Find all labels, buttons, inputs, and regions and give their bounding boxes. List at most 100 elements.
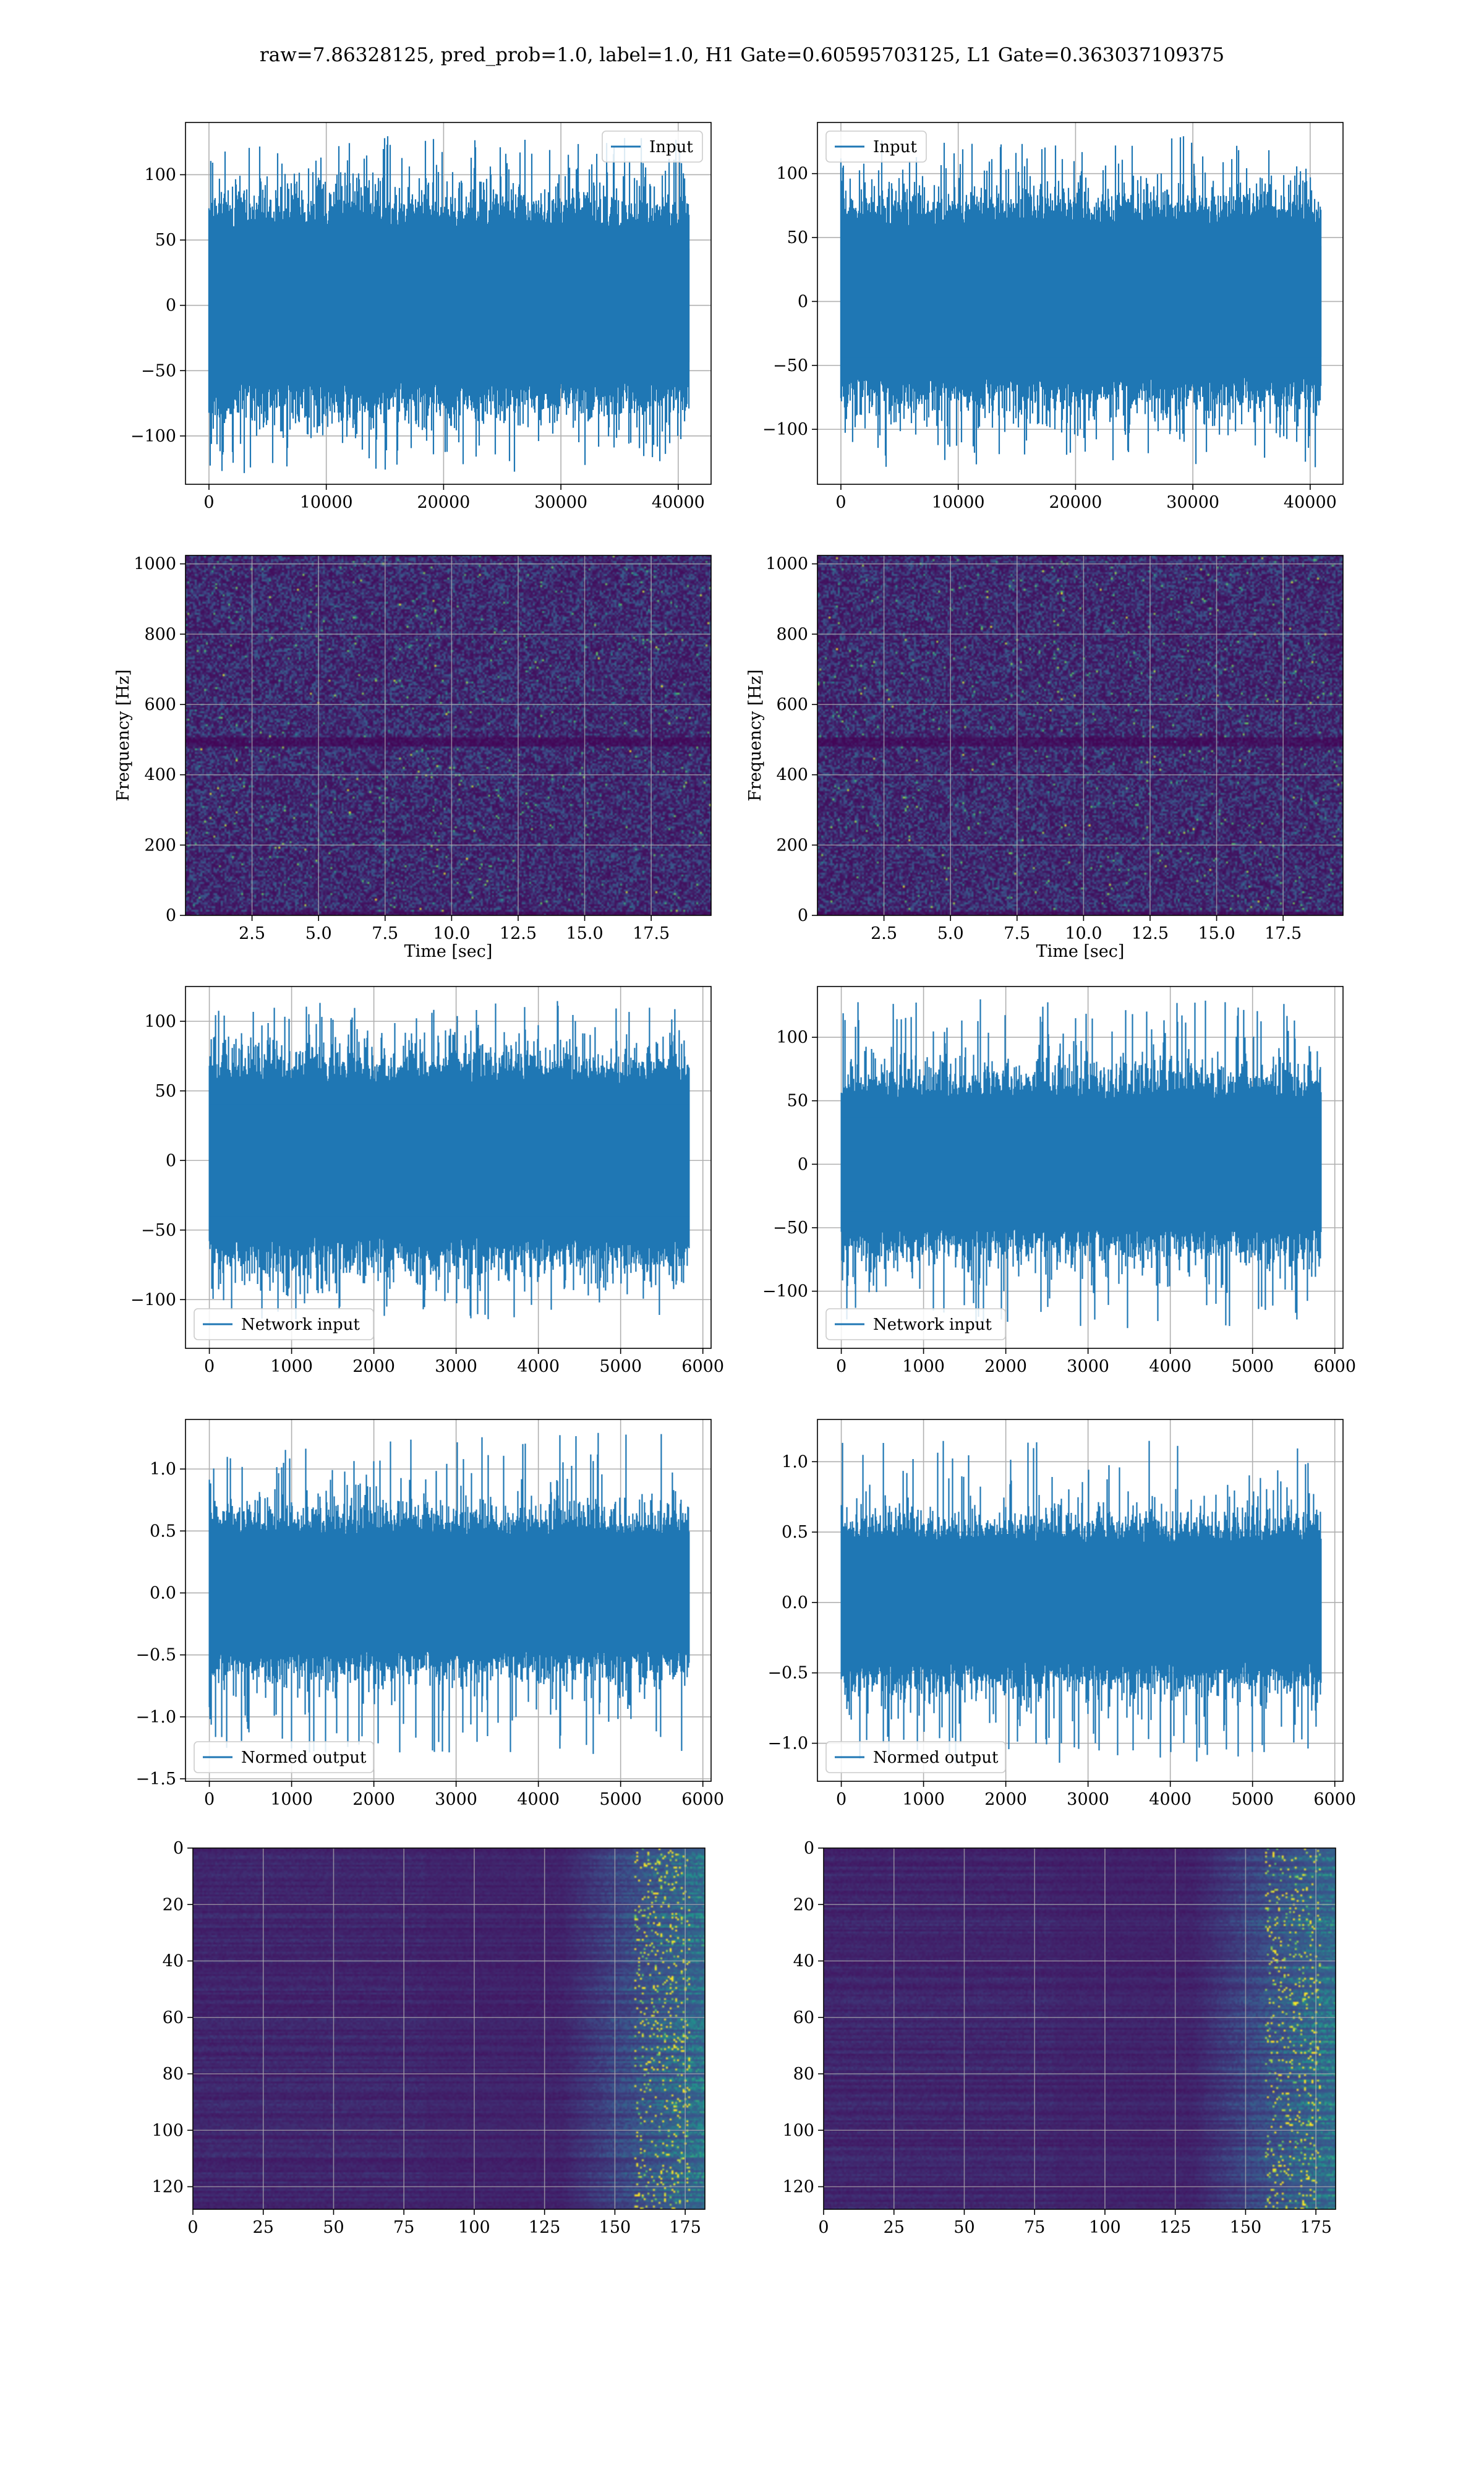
legend-box [825,131,927,163]
legend-label: Normed output [873,1748,999,1767]
x-tick-label: 4000 [1149,1357,1192,1376]
x-tick-label: 50 [953,2218,974,2237]
x-tick-label: 100 [458,2218,490,2237]
y-tick-label: 800 [144,625,176,644]
axes-frame [185,986,712,1349]
x-tick-label: 4000 [517,1790,560,1809]
x-tick-label: 3000 [435,1357,477,1376]
panel-network-input-l1: 0 1000 2000 3000 4000 5000 6000 −100 −50 0 50 100 Ne… [762,986,1356,1376]
y-tick-label: 0.5 [150,1522,176,1541]
x-tick-label: 150 [1230,2218,1262,2237]
x-tick-label: 0 [836,1790,846,1809]
series-body [209,1104,690,1217]
axes-frame [823,1847,1336,2210]
x-tick-label: 5.0 [937,924,964,943]
x-tick-label: 25 [253,2218,274,2237]
x-tick-label: 5.0 [305,924,332,943]
x-tick-label: 0 [836,1357,846,1376]
y-tick-label: −100 [762,1282,808,1301]
axes-frame [185,122,712,485]
panel-network-input-h1: 0 1000 2000 3000 4000 5000 6000 −100 −50 0 50 100 Ne… [130,986,724,1376]
x-tick-label: 0 [203,493,214,512]
x-tick-label: 175 [669,2218,701,2237]
x-tick-label: 20000 [1049,493,1102,512]
y-tick-label: 100 [776,165,808,184]
x-tick-label: 2000 [352,1790,395,1809]
x-tick-label: 1000 [902,1357,945,1376]
y-tick-label: −100 [130,427,176,446]
y-tick-label: 50 [787,228,808,247]
x-tick-label: 5000 [599,1357,642,1376]
x-tick-label: 10.0 [433,924,470,943]
legend-label: Normed output [241,1748,367,1767]
x-axis-label: Time [sec] [404,942,493,961]
x-tick-label: 3000 [1067,1357,1109,1376]
x-tick-label: 1000 [270,1357,313,1376]
y-tick-label: −0.5 [135,1646,176,1665]
x-tick-label: 6000 [681,1790,724,1809]
y-tick-label: 600 [144,695,176,714]
axes-frame [192,1847,706,2210]
x-tick-label: 0 [204,1357,215,1376]
y-tick-label: 0.5 [782,1523,808,1542]
x-tick-label: 4000 [1149,1790,1192,1809]
y-tick-label: 20 [163,1895,184,1914]
panel-activation-map-l1: 0 25 50 75 100 125 150 175 0 20 40 60 80 100 120 [782,1839,1336,2237]
legend: Input [602,131,703,163]
series-body [841,1117,1322,1212]
x-tick-label: 2.5 [871,924,897,943]
y-tick-label: 400 [776,766,808,785]
y-tick-label: −50 [773,356,808,375]
x-tick-label: 5000 [1231,1790,1274,1809]
y-tick-label: −50 [141,1221,176,1240]
figure-title: raw=7.86328125, pred_prob=1.0, label=1.0… [260,44,1224,66]
legend: Network input [194,1308,374,1340]
x-axis-label: Time [sec] [1036,942,1125,961]
x-tick-label: 30000 [1166,493,1219,512]
legend-box [825,1308,1006,1340]
axes-frame [817,986,1344,1349]
x-tick-label: 10000 [300,493,353,512]
y-tick-label: −1.5 [135,1770,176,1789]
x-tick-label: 125 [1159,2218,1192,2237]
y-tick-label: 0 [166,1151,176,1170]
x-tick-label: 5000 [1231,1357,1274,1376]
panel-activation-map-h1: 0 25 50 75 100 125 150 175 0 20 40 60 80 100 120 [151,1839,706,2237]
axes-frame [817,555,1344,916]
x-tick-label: 2000 [984,1357,1027,1376]
panel-input-h1: 0 10000 20000 30000 40000 −100 −50 0 50 100 Input [130,122,712,512]
y-tick-label: 20 [793,1895,814,1914]
x-tick-label: 50 [323,2218,344,2237]
legend-box [825,1741,1006,1773]
panel-spectrogram-l1: 2.5 5.0 7.5 10.0 12.5 15.0 17.5 0 200 400 600 800 10… [746,555,1344,961]
series-body [208,249,690,362]
x-tick-label: 12.5 [1132,924,1169,943]
legend-label: Network input [241,1316,360,1334]
x-tick-label: 0 [187,2218,198,2237]
x-tick-label: 2000 [352,1357,395,1376]
y-tick-label: 0 [804,1839,814,1858]
axes-frame [185,1419,712,1782]
heatmap-image [817,555,1343,915]
y-tick-label: 40 [793,1952,814,1971]
x-tick-label: 1000 [270,1790,313,1809]
y-tick-label: 0.0 [150,1583,176,1603]
y-tick-label: 100 [144,165,176,184]
y-tick-label: 800 [776,625,808,644]
legend: Normed output [194,1741,374,1773]
x-tick-label: 15.0 [1198,924,1235,943]
axes-frame [817,122,1344,485]
panel-input-l1: 0 10000 20000 30000 40000 −100 −50 0 50 100 Input [762,122,1344,512]
panels: 0 10000 20000 30000 40000−100−50050100Input0… [114,122,1356,2237]
y-tick-label: −50 [141,361,176,380]
x-tick-label: 6000 [681,1357,724,1376]
x-tick-label: 175 [1300,2218,1332,2237]
x-tick-label: 0 [835,493,846,512]
x-tick-label: 6000 [1313,1357,1356,1376]
y-tick-label: 60 [163,2008,184,2027]
legend: Normed output [825,1741,1006,1773]
y-tick-label: −0.5 [767,1664,808,1683]
y-tick-label: −1.0 [767,1734,808,1753]
x-tick-label: 7.5 [372,924,398,943]
